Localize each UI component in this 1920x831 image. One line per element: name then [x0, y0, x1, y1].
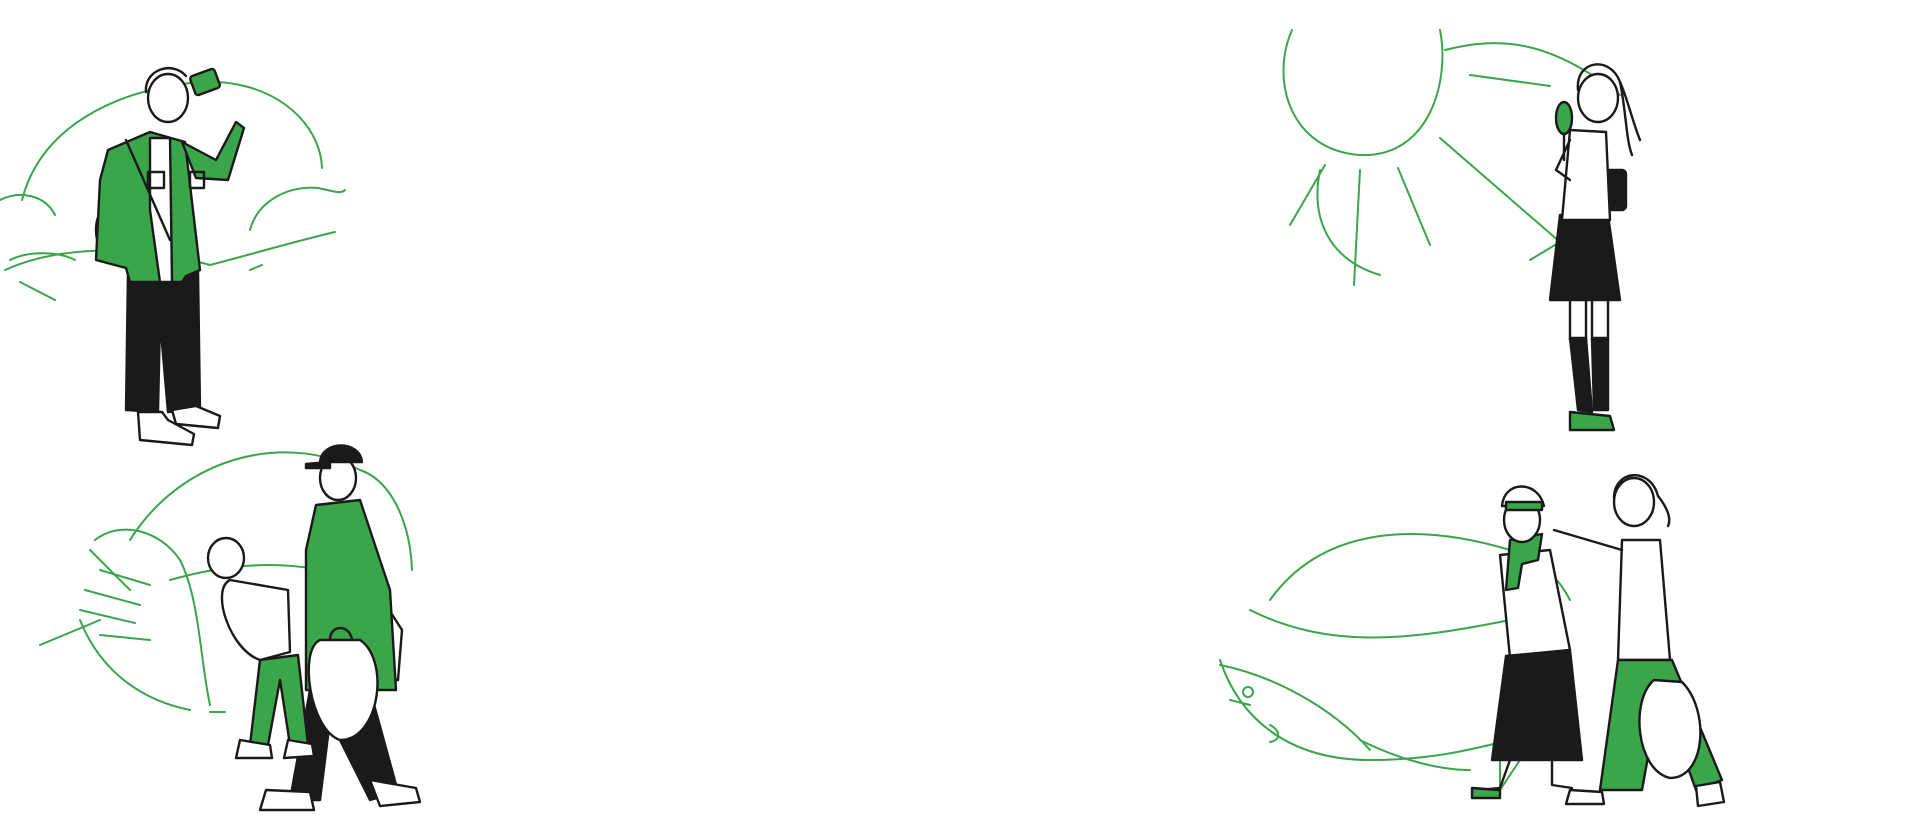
elder-and-woman-icon — [1219, 474, 1726, 808]
scene-father-and-child — [39, 440, 460, 820]
man-drinking-icon — [0, 66, 346, 447]
scene-girl-with-fan — [1270, 20, 1690, 440]
scene-man-drinking — [0, 20, 360, 450]
scene-elder-and-woman — [1210, 460, 1750, 830]
father-and-child-icon — [39, 444, 422, 812]
girl-with-fan-icon — [1282, 29, 1642, 432]
